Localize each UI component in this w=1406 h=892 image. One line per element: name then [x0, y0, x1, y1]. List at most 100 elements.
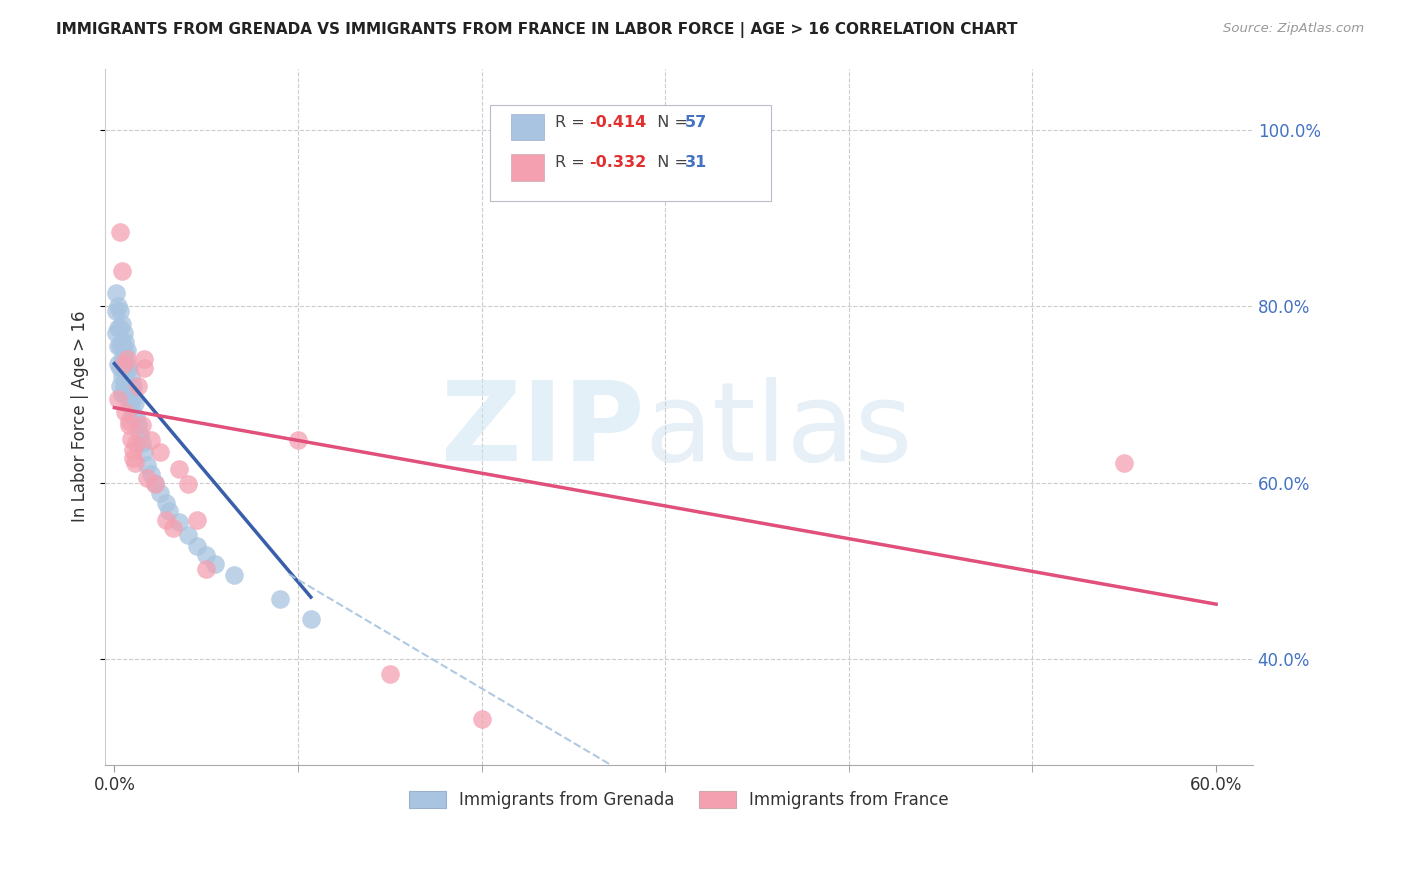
Point — [120, 370, 142, 384]
Point — [112, 326, 135, 340]
Text: R =: R = — [555, 114, 591, 129]
Y-axis label: In Labor Force | Age > 16: In Labor Force | Age > 16 — [72, 310, 89, 522]
Point — [111, 334, 134, 349]
Point — [107, 392, 129, 406]
Point — [131, 418, 153, 433]
Point — [136, 458, 159, 472]
Point — [186, 539, 208, 553]
Point — [132, 444, 155, 458]
Point — [125, 409, 148, 424]
Point — [195, 548, 218, 562]
Point — [186, 513, 208, 527]
Point — [121, 392, 143, 406]
Point — [107, 357, 129, 371]
Point — [111, 264, 134, 278]
Point — [118, 392, 141, 406]
Point — [117, 378, 139, 392]
Point — [155, 496, 177, 510]
Point — [124, 396, 146, 410]
Point — [121, 378, 143, 392]
Point — [108, 361, 131, 376]
Text: 31: 31 — [685, 155, 707, 170]
Point — [114, 352, 136, 367]
Point — [139, 434, 162, 448]
Point — [222, 568, 245, 582]
Point — [107, 299, 129, 313]
Point — [121, 442, 143, 457]
Text: ZIP: ZIP — [441, 377, 644, 484]
Point — [378, 666, 401, 681]
Point — [108, 378, 131, 392]
Point — [120, 383, 142, 397]
Point — [167, 515, 190, 529]
Point — [111, 352, 134, 367]
Point — [111, 387, 134, 401]
Point — [177, 477, 200, 491]
Point — [112, 378, 135, 392]
Point — [120, 432, 142, 446]
Point — [108, 303, 131, 318]
Point — [114, 387, 136, 401]
Text: N =: N = — [647, 155, 693, 170]
Point — [108, 225, 131, 239]
Text: Source: ZipAtlas.com: Source: ZipAtlas.com — [1223, 22, 1364, 36]
Bar — [512, 154, 544, 180]
Point — [118, 414, 141, 428]
Point — [287, 434, 309, 448]
Point — [162, 521, 184, 535]
Point — [149, 444, 172, 458]
Text: IMMIGRANTS FROM GRENADA VS IMMIGRANTS FROM FRANCE IN LABOR FORCE | AGE > 16 CORR: IMMIGRANTS FROM GRENADA VS IMMIGRANTS FR… — [56, 22, 1018, 38]
Point — [139, 467, 162, 481]
Point — [124, 456, 146, 470]
Point — [121, 409, 143, 424]
Point — [111, 370, 134, 384]
Point — [136, 471, 159, 485]
Point — [121, 450, 143, 465]
Point — [195, 562, 218, 576]
Text: atlas: atlas — [644, 377, 912, 484]
Point — [155, 513, 177, 527]
Text: -0.332: -0.332 — [589, 155, 647, 170]
Point — [159, 504, 181, 518]
Point — [114, 334, 136, 349]
Point — [132, 352, 155, 367]
Point — [131, 436, 153, 450]
Point — [112, 343, 135, 358]
Point — [1114, 456, 1136, 470]
Point — [167, 462, 190, 476]
Point — [105, 303, 128, 318]
Point — [127, 418, 149, 433]
Point — [108, 339, 131, 353]
Point — [112, 361, 135, 376]
Point — [143, 477, 166, 491]
Point — [143, 475, 166, 490]
Point — [149, 486, 172, 500]
Point — [177, 528, 200, 542]
Point — [118, 418, 141, 433]
FancyBboxPatch shape — [489, 104, 770, 201]
Legend: Immigrants from Grenada, Immigrants from France: Immigrants from Grenada, Immigrants from… — [402, 784, 956, 815]
Point — [107, 321, 129, 335]
Text: R =: R = — [555, 155, 591, 170]
Point — [471, 712, 494, 726]
Text: -0.414: -0.414 — [589, 114, 647, 129]
Point — [105, 326, 128, 340]
Bar — [512, 114, 544, 140]
Point — [269, 591, 291, 606]
Point — [107, 339, 129, 353]
Point — [132, 361, 155, 376]
Point — [108, 321, 131, 335]
Point — [105, 286, 128, 301]
Point — [204, 557, 226, 571]
Point — [118, 361, 141, 376]
Point — [117, 343, 139, 358]
Point — [118, 378, 141, 392]
Point — [127, 378, 149, 392]
Point — [117, 352, 139, 367]
Point — [112, 357, 135, 371]
Text: 57: 57 — [685, 114, 707, 129]
Text: N =: N = — [647, 114, 693, 129]
Point — [299, 612, 322, 626]
Point — [125, 436, 148, 450]
Point — [114, 405, 136, 419]
